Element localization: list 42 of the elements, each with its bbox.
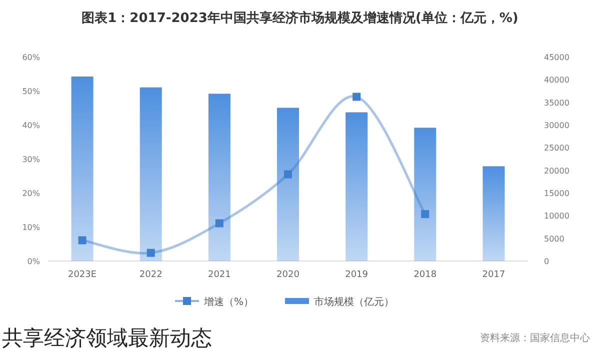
y-tick-label: 10% [22, 223, 40, 232]
y2-tick-label: 15000 [544, 189, 570, 198]
bar [140, 87, 162, 261]
point [146, 248, 155, 257]
text: 共享经济领域最新动态 [2, 326, 212, 350]
y-tick-label: 50% [22, 87, 40, 96]
y2-tick-label: 0 [544, 257, 550, 266]
text: 资料来源：国家信息中心 [480, 332, 590, 344]
y-tick-label: 40% [22, 121, 40, 130]
bar [414, 128, 436, 261]
y2-tick-label: 10000 [544, 212, 570, 221]
point [421, 210, 430, 218]
legend-label: 增速（%） [203, 296, 254, 308]
bar [71, 76, 94, 261]
y2-tick-label: 30000 [544, 121, 570, 130]
y-tick-label: 20% [22, 189, 40, 198]
y-tick-label: 30% [22, 155, 40, 164]
point [78, 236, 86, 244]
x-tick-label: 2020 [276, 270, 300, 280]
bar [482, 166, 505, 261]
y2-tick-label: 35000 [544, 98, 570, 108]
chart-title: 图表1：2017-2023年中国共享经济市场规模及增速情况(单位：亿元，%) [82, 10, 518, 26]
x-tick-label: 2023E [68, 270, 97, 280]
y2-tick-label: 25000 [544, 144, 570, 153]
x-tick-label: 2018 [414, 270, 437, 280]
x-tick-label: 2017 [482, 270, 506, 280]
bar [346, 112, 368, 261]
y2-tick-label: 20000 [544, 166, 570, 176]
point [215, 219, 224, 228]
bar [208, 94, 230, 261]
x-tick-label: 2021 [208, 270, 231, 280]
point [352, 92, 361, 101]
x-tick-label: 2019 [345, 270, 368, 280]
legend-label: 市场规模（亿元） [314, 296, 394, 308]
y-tick-label: 0% [27, 257, 40, 266]
point [284, 170, 292, 178]
x-tick-label: 2022 [139, 270, 162, 280]
y2-tick-label: 40000 [544, 76, 570, 85]
y2-tick-label: 45000 [544, 53, 570, 62]
y2-tick-label: 5000 [544, 234, 564, 244]
bar [277, 108, 299, 261]
y-tick-label: 60% [22, 53, 40, 62]
